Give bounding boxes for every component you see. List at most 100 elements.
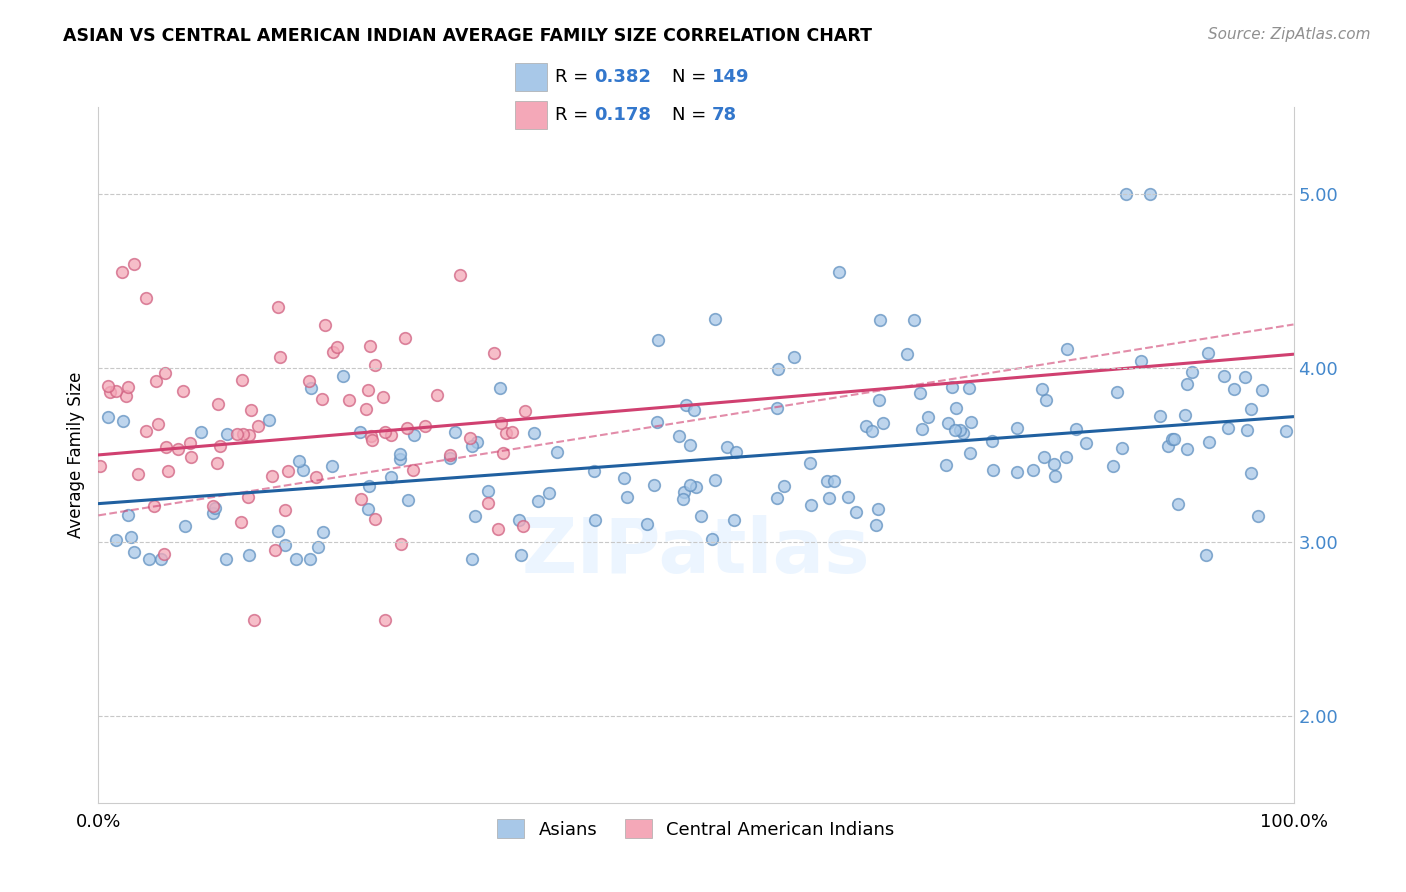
Point [1129, 354, 1152, 368]
Point [127, 467, 149, 482]
Point [395, 421, 418, 435]
Point [374, 425, 396, 439]
Point [1197, 346, 1219, 360]
Point [799, 456, 821, 470]
Point [837, 490, 859, 504]
Point [231, 373, 253, 387]
Point [364, 358, 387, 372]
Point [439, 449, 461, 463]
Point [202, 500, 225, 514]
Point [1163, 432, 1185, 446]
Point [357, 502, 380, 516]
Point [389, 447, 412, 461]
Point [1218, 421, 1240, 435]
Point [1240, 467, 1263, 481]
Point [269, 350, 291, 364]
Point [299, 552, 322, 566]
Y-axis label: Average Family Size: Average Family Size [66, 372, 84, 538]
Point [1054, 450, 1077, 464]
Point [444, 425, 467, 439]
Text: 0.178: 0.178 [595, 106, 651, 124]
Point [489, 417, 512, 431]
Point [724, 445, 747, 459]
Point [815, 474, 838, 488]
Text: Source: ZipAtlas.com: Source: ZipAtlas.com [1208, 27, 1371, 42]
Point [238, 427, 260, 442]
Point [716, 440, 738, 454]
Point [122, 545, 145, 559]
Point [1195, 549, 1218, 563]
Point [332, 369, 354, 384]
Point [538, 486, 561, 500]
Point [896, 347, 918, 361]
Point [936, 416, 959, 430]
Point [1275, 424, 1298, 438]
Text: N =: N = [672, 68, 711, 86]
Text: ASIAN VS CENTRAL AMERICAN INDIAN AVERAGE FAMILY SIZE CORRELATION CHART: ASIAN VS CENTRAL AMERICAN INDIAN AVERAGE… [63, 27, 872, 45]
Point [917, 410, 939, 425]
Text: N =: N = [672, 106, 711, 124]
Point [380, 470, 402, 484]
Point [97, 379, 120, 393]
Point [354, 401, 377, 416]
Point [903, 313, 925, 327]
Point [215, 426, 238, 441]
Point [389, 452, 412, 467]
Point [360, 434, 382, 448]
Text: R =: R = [555, 68, 595, 86]
Point [583, 513, 606, 527]
Point [277, 464, 299, 478]
Point [647, 333, 669, 347]
Point [860, 425, 883, 439]
Point [1175, 376, 1198, 391]
Point [616, 490, 638, 504]
Point [246, 418, 269, 433]
Point [111, 265, 134, 279]
Point [180, 450, 202, 464]
Point [1250, 383, 1272, 397]
Point [299, 381, 322, 395]
Point [464, 509, 486, 524]
Point [243, 613, 266, 627]
Point [173, 519, 195, 533]
Point [236, 490, 259, 504]
Point [1222, 383, 1244, 397]
Point [952, 425, 974, 440]
Point [945, 401, 967, 415]
Point [486, 522, 509, 536]
Point [1043, 457, 1066, 471]
Point [460, 431, 482, 445]
Point [326, 340, 349, 354]
Point [1074, 435, 1097, 450]
Text: ZIPatlas: ZIPatlas [522, 516, 870, 590]
Point [146, 417, 169, 432]
Point [1022, 463, 1045, 477]
Point [911, 422, 934, 436]
Point [489, 381, 512, 395]
Point [267, 524, 290, 538]
Point [766, 401, 789, 415]
Point [865, 517, 887, 532]
Point [723, 513, 745, 527]
Point [260, 469, 283, 483]
Point [357, 383, 380, 397]
Point [337, 393, 360, 408]
Point [190, 425, 212, 439]
Point [153, 547, 176, 561]
Point [636, 516, 658, 531]
Point [959, 446, 981, 460]
Point [312, 524, 335, 539]
Point [389, 537, 412, 551]
Point [396, 492, 419, 507]
Point [371, 390, 394, 404]
Point [1139, 186, 1161, 201]
Point [89, 458, 111, 473]
Point [1247, 508, 1270, 523]
Point [872, 417, 894, 431]
Point [1198, 435, 1220, 450]
Point [155, 440, 177, 454]
Point [229, 515, 252, 529]
Point [492, 446, 515, 460]
Point [679, 478, 702, 492]
Point [394, 331, 416, 345]
